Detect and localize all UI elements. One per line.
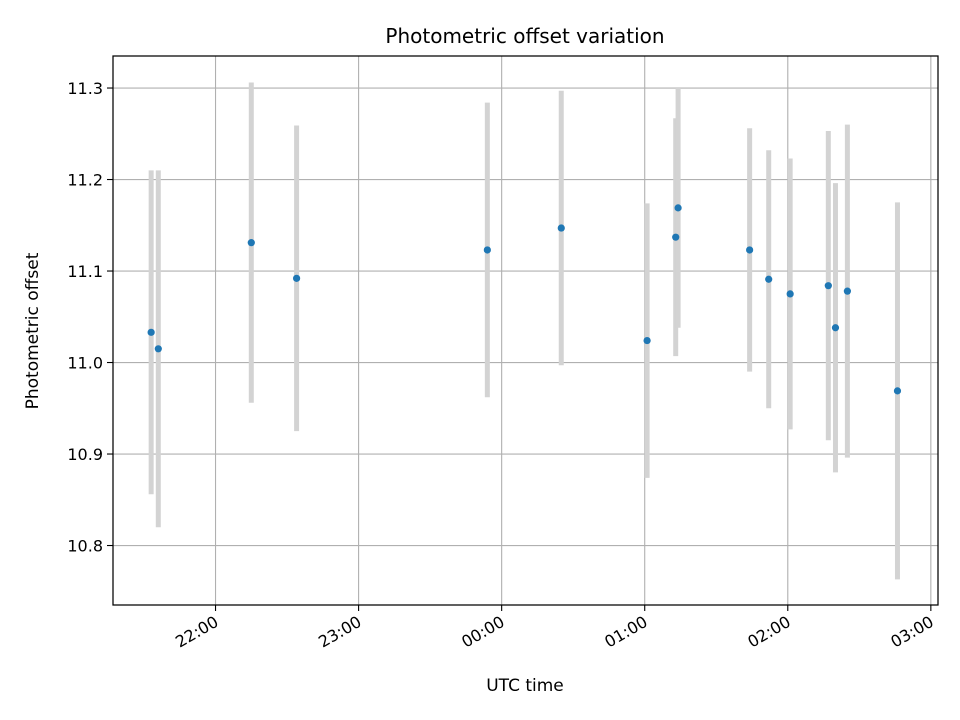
data-point: [643, 336, 651, 345]
y-tick-label: 11.1: [67, 262, 103, 281]
data-point: [765, 275, 773, 283]
data-point: [672, 233, 680, 241]
data-point: [674, 204, 682, 212]
y-tick-label: 10.8: [67, 537, 103, 556]
data-point: [557, 224, 565, 232]
data-point: [147, 328, 155, 336]
data-point: [247, 239, 255, 247]
data-point: [824, 282, 832, 290]
plot-frame: [112, 55, 939, 606]
y-tick-label: 11.0: [67, 354, 103, 373]
chart-title: Photometric offset variation: [385, 24, 664, 48]
y-tick-label: 10.9: [67, 445, 103, 464]
y-axis: 10.8 10.9 11.0 11.1 11.2 11.3: [67, 79, 113, 556]
data-point: [483, 246, 491, 254]
y-axis-title: Photometric offset: [23, 252, 43, 409]
data-points: [147, 204, 902, 395]
data-point: [893, 387, 902, 395]
data-point: [786, 290, 794, 298]
data-point: [831, 324, 840, 332]
data-point: [154, 345, 162, 353]
x-axis-title: UTC time: [486, 676, 564, 696]
y-tick-label: 11.3: [67, 79, 103, 98]
y-tick-label: 11.2: [67, 171, 103, 190]
data-point: [746, 246, 754, 254]
data-point: [292, 274, 301, 282]
data-point: [843, 287, 851, 295]
